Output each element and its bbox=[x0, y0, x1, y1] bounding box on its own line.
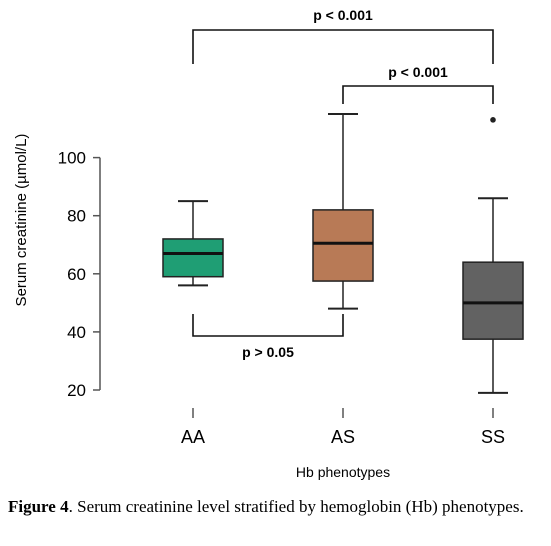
significance-bracket: p < 0.001 bbox=[192, 7, 494, 64]
p-value-label: p < 0.001 bbox=[388, 64, 448, 80]
interquartile-box bbox=[162, 238, 224, 278]
x-axis: AA AS SS bbox=[181, 408, 505, 447]
p-value-label: p < 0.001 bbox=[313, 7, 373, 23]
figure-label: Figure 4 bbox=[8, 497, 69, 516]
y-tick-label: 80 bbox=[67, 207, 86, 226]
y-tick-label: 60 bbox=[67, 265, 86, 284]
x-tick-label: AS bbox=[331, 427, 355, 447]
interquartile-box bbox=[462, 261, 524, 340]
y-tick-label: 40 bbox=[67, 323, 86, 342]
interquartile-box bbox=[312, 209, 374, 282]
significance-bracket: p < 0.001 bbox=[342, 64, 494, 104]
bracket-line bbox=[192, 314, 344, 337]
y-axis-title: Serum creatinine (µmol/L) bbox=[13, 134, 30, 307]
box-aa bbox=[162, 200, 224, 287]
bracket-line bbox=[192, 29, 494, 64]
x-tick-label: SS bbox=[481, 427, 505, 447]
figure-caption: Figure 4. Serum creatinine level stratif… bbox=[8, 496, 543, 518]
caption-text: . Serum creatinine level stratified by h… bbox=[68, 497, 524, 516]
x-tick-label: AA bbox=[181, 427, 205, 447]
outlier-point bbox=[490, 117, 496, 123]
significance-brackets: p < 0.001 p < 0.001 p > 0.05 bbox=[192, 7, 494, 360]
y-axis: 20 40 60 80 100 bbox=[58, 149, 101, 400]
box-ss bbox=[462, 117, 524, 394]
box-plot-series bbox=[162, 113, 524, 394]
y-tick-label: 100 bbox=[58, 149, 86, 168]
p-value-label: p > 0.05 bbox=[242, 344, 294, 360]
significance-bracket: p > 0.05 bbox=[192, 314, 344, 360]
x-axis-title: Hb phenotypes bbox=[296, 464, 390, 480]
y-tick-label: 20 bbox=[67, 381, 86, 400]
bracket-line bbox=[342, 85, 494, 104]
box-as bbox=[312, 113, 374, 310]
